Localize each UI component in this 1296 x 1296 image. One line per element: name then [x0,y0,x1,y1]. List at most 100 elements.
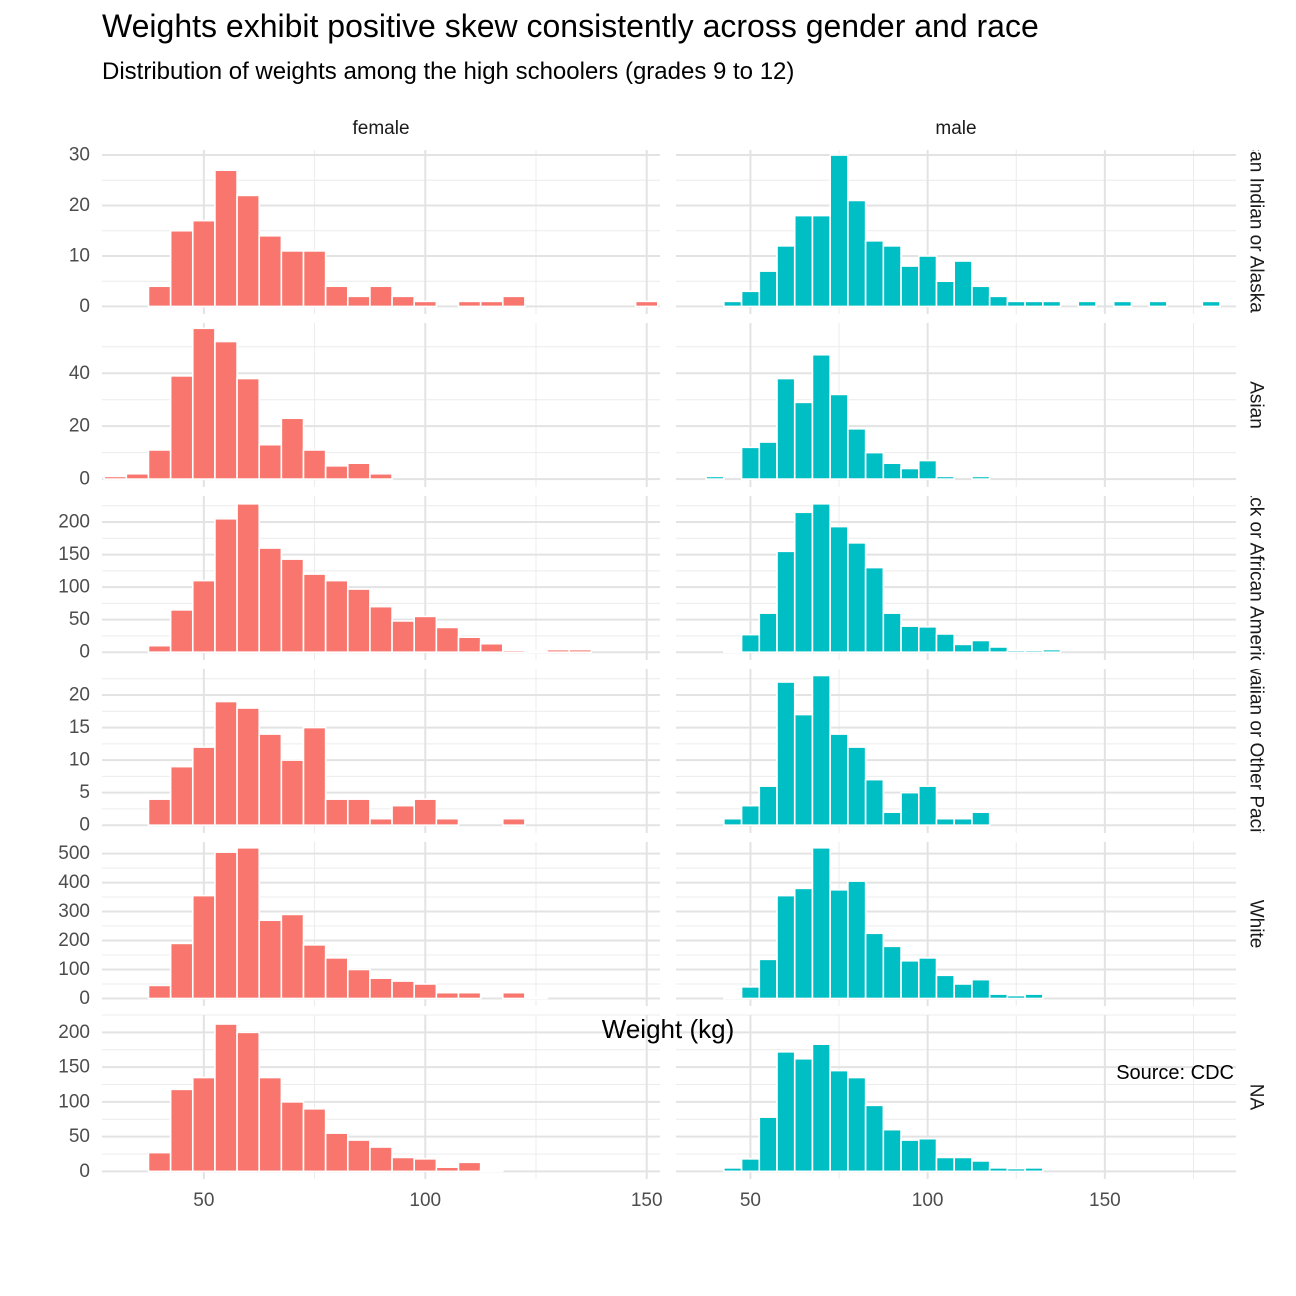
histogram-bar [324,957,349,1000]
row-strip-label: Native Hawaiian or Other Pacific Islande… [1246,578,1267,925]
panel-female-white: 0 100 200 300 400 500 [58,842,660,1009]
source-caption: Source: CDC [1116,1062,1234,1084]
row-strip-na: NA [1246,1084,1267,1111]
row-strip-white: White [1246,900,1267,949]
histogram-bar [324,579,349,653]
histogram-bar [776,245,796,308]
panel-male-american-indian-or-alaska-native [676,150,1236,314]
histogram-bar [236,846,261,1000]
histogram-bar [413,983,438,1000]
histogram-bar [864,932,885,1000]
histogram-bar [811,214,831,308]
histogram-bar [847,428,867,480]
y-tick-label: 40 [69,363,90,384]
histogram-bar [793,511,814,653]
panel-male-asian [676,323,1236,487]
histogram-bar [935,1156,956,1173]
histogram-bar [236,194,261,308]
histogram-bar [236,1031,261,1173]
histogram-bar [864,566,885,653]
histogram-bar [214,169,238,308]
histogram-bar [214,1023,238,1173]
histogram-bar [793,401,814,480]
y-tick-label: 5 [79,782,90,803]
histogram-bar [1042,300,1062,308]
histogram-bar [847,542,867,653]
histogram-bar [169,375,194,480]
row-strip-label: NA [1246,1084,1267,1111]
histogram-bar [258,547,283,653]
histogram-bar [740,986,761,1000]
histogram-bar [258,443,283,480]
y-tick-label: 10 [69,245,90,266]
histogram-bar [935,817,956,826]
histogram-bar [935,280,956,308]
histogram-bar [236,707,261,826]
histogram-bar [740,804,761,826]
histogram-bar [917,785,938,826]
histogram-bar [740,633,761,653]
histogram-bar [435,1166,460,1173]
histogram-bar [953,983,973,1000]
histogram-bar [369,977,393,1000]
histogram-bar [829,154,849,308]
histogram-bar [169,765,194,826]
histogram-bar [793,887,814,1000]
histogram-bar [882,462,902,480]
histogram-bar [953,643,973,653]
histogram-bar [1201,300,1221,308]
histogram-bar [829,889,849,1000]
histogram-bar [302,1108,327,1173]
y-tick-label: 150 [58,544,90,565]
row-strip-black-or-african-american: Black or African American [1246,496,1267,660]
histogram-bar [501,295,526,308]
histogram-bar [758,270,778,308]
histogram-bar [793,214,814,308]
histogram-bar [1042,648,1062,653]
histogram-bar [829,1069,849,1173]
histogram-bar [413,615,438,653]
y-tick-label: 500 [58,843,90,864]
histogram-bar [900,791,920,826]
histogram-bar [776,550,796,653]
histogram-bar [479,1169,504,1173]
histogram-bar [191,219,216,308]
histogram-bar [723,300,743,308]
histogram-bar [346,968,371,1000]
histogram-bar [391,980,416,1000]
histogram-bar [811,1043,831,1173]
histogram-bar [324,465,349,480]
histogram-bar [1024,300,1044,308]
y-tick-label: 20 [69,195,90,216]
histogram-bar [917,957,938,1000]
histogram-bar [900,265,920,308]
y-tick-label: 150 [58,1057,90,1078]
histogram-bar [147,449,172,480]
y-tick-label: 300 [58,901,90,922]
row-strip-native-hawaiian-or-other-pacific-islander: Native Hawaiian or Other Pacific Islande… [1246,578,1267,925]
histogram-bar [776,894,796,1000]
histogram-bar [971,475,991,480]
histogram-bar [793,1057,814,1173]
histogram-bar [258,919,283,1000]
histogram-bar [302,726,327,826]
histogram-bar [935,974,956,1000]
panel-female-na: 0 50 100 150 200 50 100 150 [58,1014,663,1211]
histogram-bar [369,285,393,308]
histogram-bar [280,417,305,480]
histogram-bar [971,978,991,1000]
histogram-bar [191,746,216,826]
histogram-bar [1006,649,1026,653]
panel-female-black-or-african-american: 0 50 100 150 200 [58,496,660,663]
histogram-bar [236,503,261,653]
histogram-bar [758,958,778,1000]
histogram-bar [147,1151,172,1173]
histogram-bar [811,674,831,826]
histogram-bar [346,1139,371,1173]
histogram-bar [524,996,548,1000]
panel-male-black-or-african-american [676,496,1236,660]
histogram-bar [280,913,305,1000]
histogram-bar [935,475,956,480]
y-tick-label: 400 [58,872,90,893]
